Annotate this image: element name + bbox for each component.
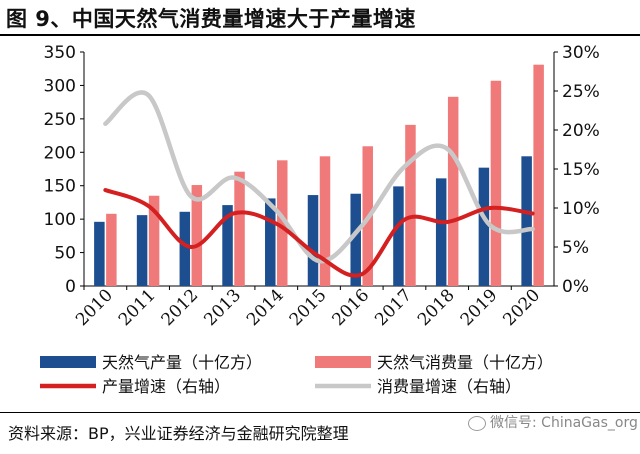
consumption-bar (447, 96, 459, 286)
source-note: 资料来源：BP，兴业证券经济与金融研究院整理 (8, 424, 349, 443)
production-bar (350, 193, 361, 286)
right-tick-label: 0% (562, 277, 589, 297)
right-tick-label: 20% (562, 121, 600, 141)
x-tick-label: 2020 (499, 285, 544, 330)
watermark-text: 微信号: ChinaGas_org (490, 415, 638, 431)
x-tick-label: 2019 (457, 285, 502, 330)
x-tick-label: 2015 (286, 285, 331, 330)
x-tick-label: 2011 (115, 285, 160, 330)
consumption-bar (319, 156, 331, 286)
production-bar (307, 195, 319, 286)
production-bar (265, 198, 276, 286)
consumption-growth-line (103, 90, 535, 264)
x-tick-label: 2014 (243, 285, 288, 330)
production-bar (94, 221, 105, 286)
bars (94, 64, 544, 287)
legend-production-growth-label: 产量增速（右轴） (102, 377, 230, 396)
axes (80, 51, 558, 290)
left-tick-label: 250 (44, 110, 76, 130)
right-tick-label: 25% (562, 82, 600, 102)
source-divider (0, 412, 640, 413)
title-divider (0, 34, 640, 36)
production-growth-line (103, 188, 535, 278)
legend-consumption-label: 天然气消费量（十亿方） (377, 353, 553, 372)
x-tick-label: 2012 (158, 285, 203, 330)
legend-consumption-growth-label: 消费量增速（右轴） (377, 377, 521, 396)
watermark: 微信号: ChinaGas_org (468, 412, 638, 432)
x-tick-label: 2010 (72, 285, 117, 330)
left-tick-label: 150 (44, 177, 76, 197)
consumption-bar (533, 64, 544, 287)
right-tick-label: 10% (562, 199, 600, 219)
consumption-bar (234, 171, 245, 286)
production-bar (478, 167, 490, 286)
left-tick-label: 50 (54, 244, 76, 264)
consumption-bar (405, 124, 416, 286)
left-tick-label: 100 (44, 210, 76, 230)
legend-production-swatch (40, 356, 96, 368)
production-bar (179, 211, 191, 286)
production-bar (136, 215, 148, 286)
consumption-bar (148, 195, 160, 286)
tick-labels: 0 50 100 150 200 250 300 350 0% 5% 10% 15% 20% 25% 30%… (44, 43, 600, 330)
consumption-bar (490, 80, 502, 287)
chart-svg: 0 50 100 150 200 250 300 350 0% 5% 10% 15% 20% 25% 30%… (40, 43, 600, 396)
legend-consumption-swatch (315, 356, 371, 368)
x-tick-label: 2018 (414, 285, 459, 330)
left-tick-label: 0 (65, 277, 76, 297)
right-tick-label: 30% (562, 43, 600, 63)
consumption-bar (106, 213, 117, 286)
left-tick-label: 200 (44, 143, 76, 163)
legend-production-label: 天然气产量（十亿方） (102, 353, 262, 372)
growth-lines (103, 90, 535, 278)
x-tick-label: 2017 (371, 285, 416, 330)
wechat-icon (468, 415, 486, 431)
x-tick-label: 2016 (329, 285, 374, 330)
left-tick-label: 350 (44, 43, 76, 63)
production-bar (222, 205, 233, 286)
x-tick-label: 2013 (200, 285, 245, 330)
consumption-bar (191, 185, 203, 286)
legend: 天然气产量（十亿方） 天然气消费量（十亿方） 产量增速（右轴） 消费量增速（右轴） (40, 353, 553, 396)
chart-title: 图 9、中国天然气消费量增速大于产量增速 (6, 7, 416, 31)
production-bar (435, 178, 447, 286)
right-tick-label: 5% (562, 238, 589, 258)
consumption-bar (277, 160, 288, 286)
right-tick-label: 15% (562, 160, 600, 180)
production-bar (393, 186, 404, 286)
production-bar (521, 156, 532, 286)
left-tick-label: 300 (44, 76, 76, 96)
